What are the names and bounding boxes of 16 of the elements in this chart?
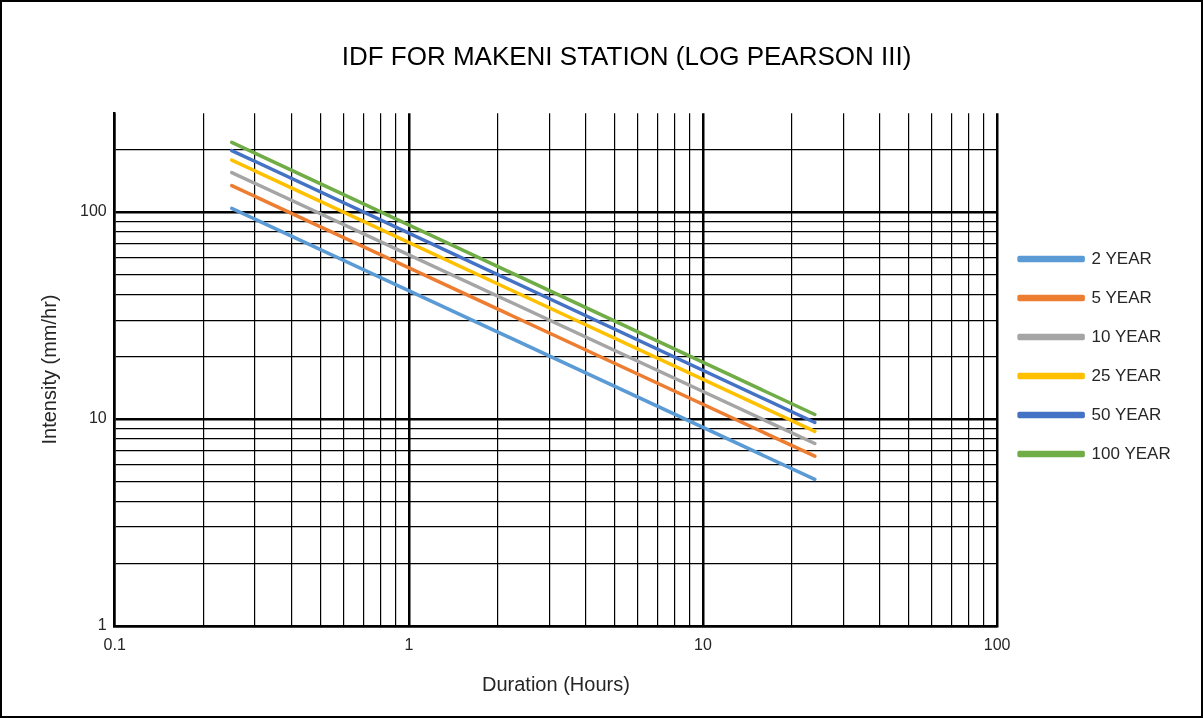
y-tick-label: 1	[97, 616, 107, 634]
legend-label: 100 YEAR	[1091, 443, 1171, 463]
x-tick-label: 10	[694, 635, 712, 653]
legend-label: 5 YEAR	[1091, 287, 1152, 307]
legend-label: 50 YEAR	[1091, 404, 1162, 424]
legend-label: 10 YEAR	[1091, 326, 1162, 346]
chart-title: IDF FOR MAKENI STATION (LOG PEARSON III)	[341, 40, 912, 71]
x-tick-label: 0.1	[103, 635, 126, 653]
x-axis-title: Duration (Hours)	[481, 672, 630, 695]
y-tick-label: 10	[88, 409, 107, 427]
x-tick-label: 100	[983, 635, 1011, 653]
y-axis-title: Intensity (mm/hr)	[37, 294, 60, 445]
y-tick-label: 100	[79, 202, 107, 220]
legend-label: 2 YEAR	[1091, 248, 1152, 268]
legend-label: 25 YEAR	[1091, 365, 1162, 385]
x-tick-label: 1	[404, 635, 414, 653]
